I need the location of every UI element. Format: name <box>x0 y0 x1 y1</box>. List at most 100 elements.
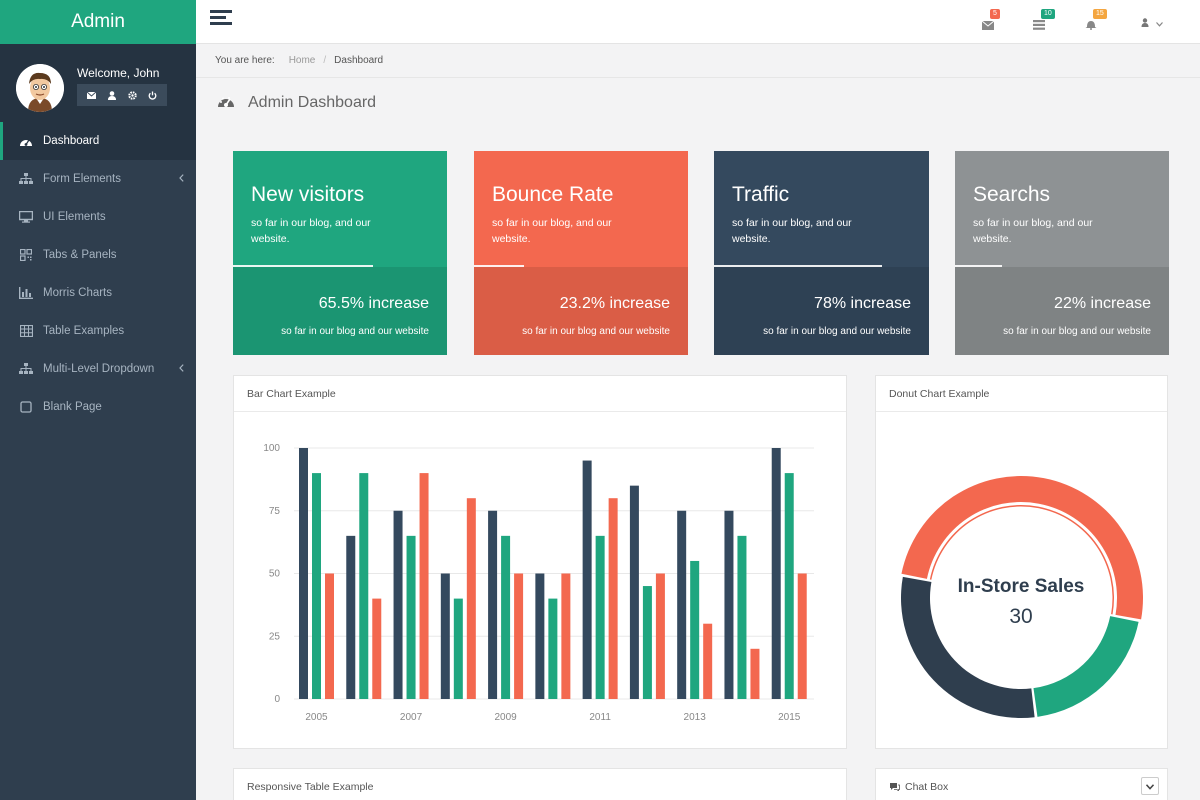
bell-notification[interactable]: 15 <box>1085 9 1111 31</box>
bar-2009-series-2 <box>501 535 511 699</box>
bar-2009-series-1 <box>488 510 498 699</box>
sidebar-item-label: Dashboard <box>43 135 100 147</box>
avatar[interactable] <box>16 64 64 112</box>
bar-2011-series-2 <box>595 535 605 699</box>
brand-logo[interactable]: Admin <box>0 0 196 44</box>
chat-panel: Chat Box <box>875 768 1168 800</box>
sitemap-icon <box>18 362 34 376</box>
envelope-notification[interactable]: 5 <box>981 9 1008 31</box>
x-tick-label: 2007 <box>400 712 423 723</box>
x-tick-label: 2011 <box>589 712 611 723</box>
sidebar-item-multi-level-dropdown[interactable]: Multi-Level Dropdown <box>0 350 196 388</box>
x-tick-label: 2015 <box>778 712 801 723</box>
qrcode-icon <box>18 248 34 262</box>
sidebar-item-blank-page[interactable]: Blank Page <box>0 388 196 426</box>
breadcrumb-lead: You are here: <box>215 55 275 66</box>
stat-percentage: 22% increase <box>1054 295 1151 312</box>
table-panel: Responsive Table Example <box>233 768 847 800</box>
sidebar-item-morris-charts[interactable]: Morris Charts <box>0 274 196 312</box>
donut-slice-3[interactable] <box>901 576 1035 718</box>
sidebar-item-table-examples[interactable]: Table Examples <box>0 312 196 350</box>
bar-2013-series-1 <box>677 510 687 699</box>
table-icon <box>18 324 34 338</box>
profile-actions <box>77 84 167 106</box>
stat-percentage: 23.2% increase <box>559 295 670 312</box>
stat-card-bottom: 22% increase so far in our blog and our … <box>955 267 1169 355</box>
donut-slice-2[interactable] <box>1033 616 1139 717</box>
donut-center-label: In-Store Sales <box>958 576 1085 597</box>
square-icon <box>18 400 34 414</box>
bar-2014-series-1 <box>724 510 734 699</box>
x-tick-label: 2013 <box>684 712 707 723</box>
y-tick-label: 50 <box>269 569 281 580</box>
breadcrumb-current: Dashboard <box>334 55 384 66</box>
sidebar-item-form-elements[interactable]: Form Elements <box>0 160 196 198</box>
sidebar-menu: Dashboard Form Elements UI Elements Tabs & … <box>0 122 196 426</box>
bar-2015-series-1 <box>771 448 781 699</box>
bar-2005-series-2 <box>312 473 321 699</box>
dashboard-icon <box>18 134 34 148</box>
breadcrumb-home[interactable]: Home <box>288 55 316 66</box>
stat-description: so far in our blog and our website <box>1003 326 1151 337</box>
sidebar-item-ui-elements[interactable]: UI Elements <box>0 198 196 236</box>
stat-progress-bar <box>714 265 882 267</box>
stat-card-top: New visitors so far in our blog, and our… <box>233 151 447 267</box>
bar-2012-series-1 <box>629 485 639 699</box>
stat-description: so far in our blog and our website <box>522 326 670 337</box>
bar-2012-series-2 <box>642 586 652 699</box>
menu-toggle-icon[interactable] <box>210 10 232 28</box>
envelope-icon <box>981 17 995 35</box>
tasks-icon <box>1033 17 1045 35</box>
stat-card-traffic: Traffic so far in our blog, and our webs… <box>714 151 929 355</box>
chat-title: Chat Box <box>905 780 949 793</box>
donut-center-value: 30 <box>1009 605 1032 628</box>
dashboard-icon <box>216 93 236 114</box>
bar-2015-series-2 <box>784 473 794 699</box>
bar-2008-series-2 <box>453 598 463 699</box>
sidebar-item-label: Form Elements <box>43 173 121 185</box>
gear-icon[interactable] <box>125 88 139 102</box>
stat-subtitle: so far in our blog, and our website. <box>492 217 612 245</box>
sidebar-item-tabs-panels[interactable]: Tabs & Panels <box>0 236 196 274</box>
stat-card-top: Traffic so far in our blog, and our webs… <box>714 151 929 267</box>
x-tick-label: 2009 <box>494 712 517 723</box>
comments-icon <box>889 782 900 791</box>
user-profile: Welcome, John <box>0 44 196 122</box>
stat-card-bottom: 23.2% increase so far in our blog and ou… <box>474 267 688 355</box>
power-icon[interactable] <box>146 88 160 102</box>
bar-2012-series-3 <box>655 573 665 699</box>
stat-title: Bounce Rate <box>492 183 614 206</box>
chevron-left-icon <box>179 363 184 375</box>
stat-card-bounce-rate: Bounce Rate so far in our blog, and our … <box>474 151 688 355</box>
sidebar-item-label: UI Elements <box>43 211 106 223</box>
stat-progress-bar <box>955 265 1003 267</box>
stat-card-bottom: 65.5% increase so far in our blog and ou… <box>233 267 447 355</box>
bar-2013-series-3 <box>703 623 713 699</box>
stat-subtitle: so far in our blog, and our website. <box>973 217 1093 245</box>
sidebar-item-label: Blank Page <box>43 401 102 413</box>
breadcrumb-separator: / <box>323 55 327 66</box>
envelope-icon[interactable] <box>84 88 98 102</box>
bar-2014-series-3 <box>750 648 760 699</box>
user-menu[interactable] <box>1141 14 1163 32</box>
tasks-notification[interactable]: 10 <box>1033 9 1059 31</box>
bar-2007-series-2 <box>406 535 416 699</box>
stat-description: so far in our blog and our website <box>281 326 429 337</box>
top-navbar: 5 10 15 <box>196 0 1200 44</box>
page-title-wrap: Admin Dashboard <box>216 90 376 116</box>
welcome-text: Welcome, John <box>77 66 160 80</box>
bar-2011-series-1 <box>582 460 592 699</box>
sidebar-item-dashboard[interactable]: Dashboard <box>0 122 196 160</box>
stat-card-bottom: 78% increase so far in our blog and our … <box>714 267 929 355</box>
stat-description: so far in our blog and our website <box>763 326 911 337</box>
user-icon[interactable] <box>105 88 119 102</box>
sidebar: Admin Welcome, John <box>0 0 196 800</box>
bar-2006-series-3 <box>372 598 382 699</box>
sitemap-icon <box>18 172 34 186</box>
stat-card-top: Searchs so far in our blog, and our webs… <box>955 151 1169 267</box>
notification-badge: 15 <box>1093 9 1107 19</box>
donut-slice-1[interactable] <box>901 475 1143 620</box>
stat-card-searchs: Searchs so far in our blog, and our webs… <box>955 151 1169 355</box>
collapse-button[interactable] <box>1141 777 1159 795</box>
donut-chart: In-Store Sales 30 <box>901 475 1143 718</box>
